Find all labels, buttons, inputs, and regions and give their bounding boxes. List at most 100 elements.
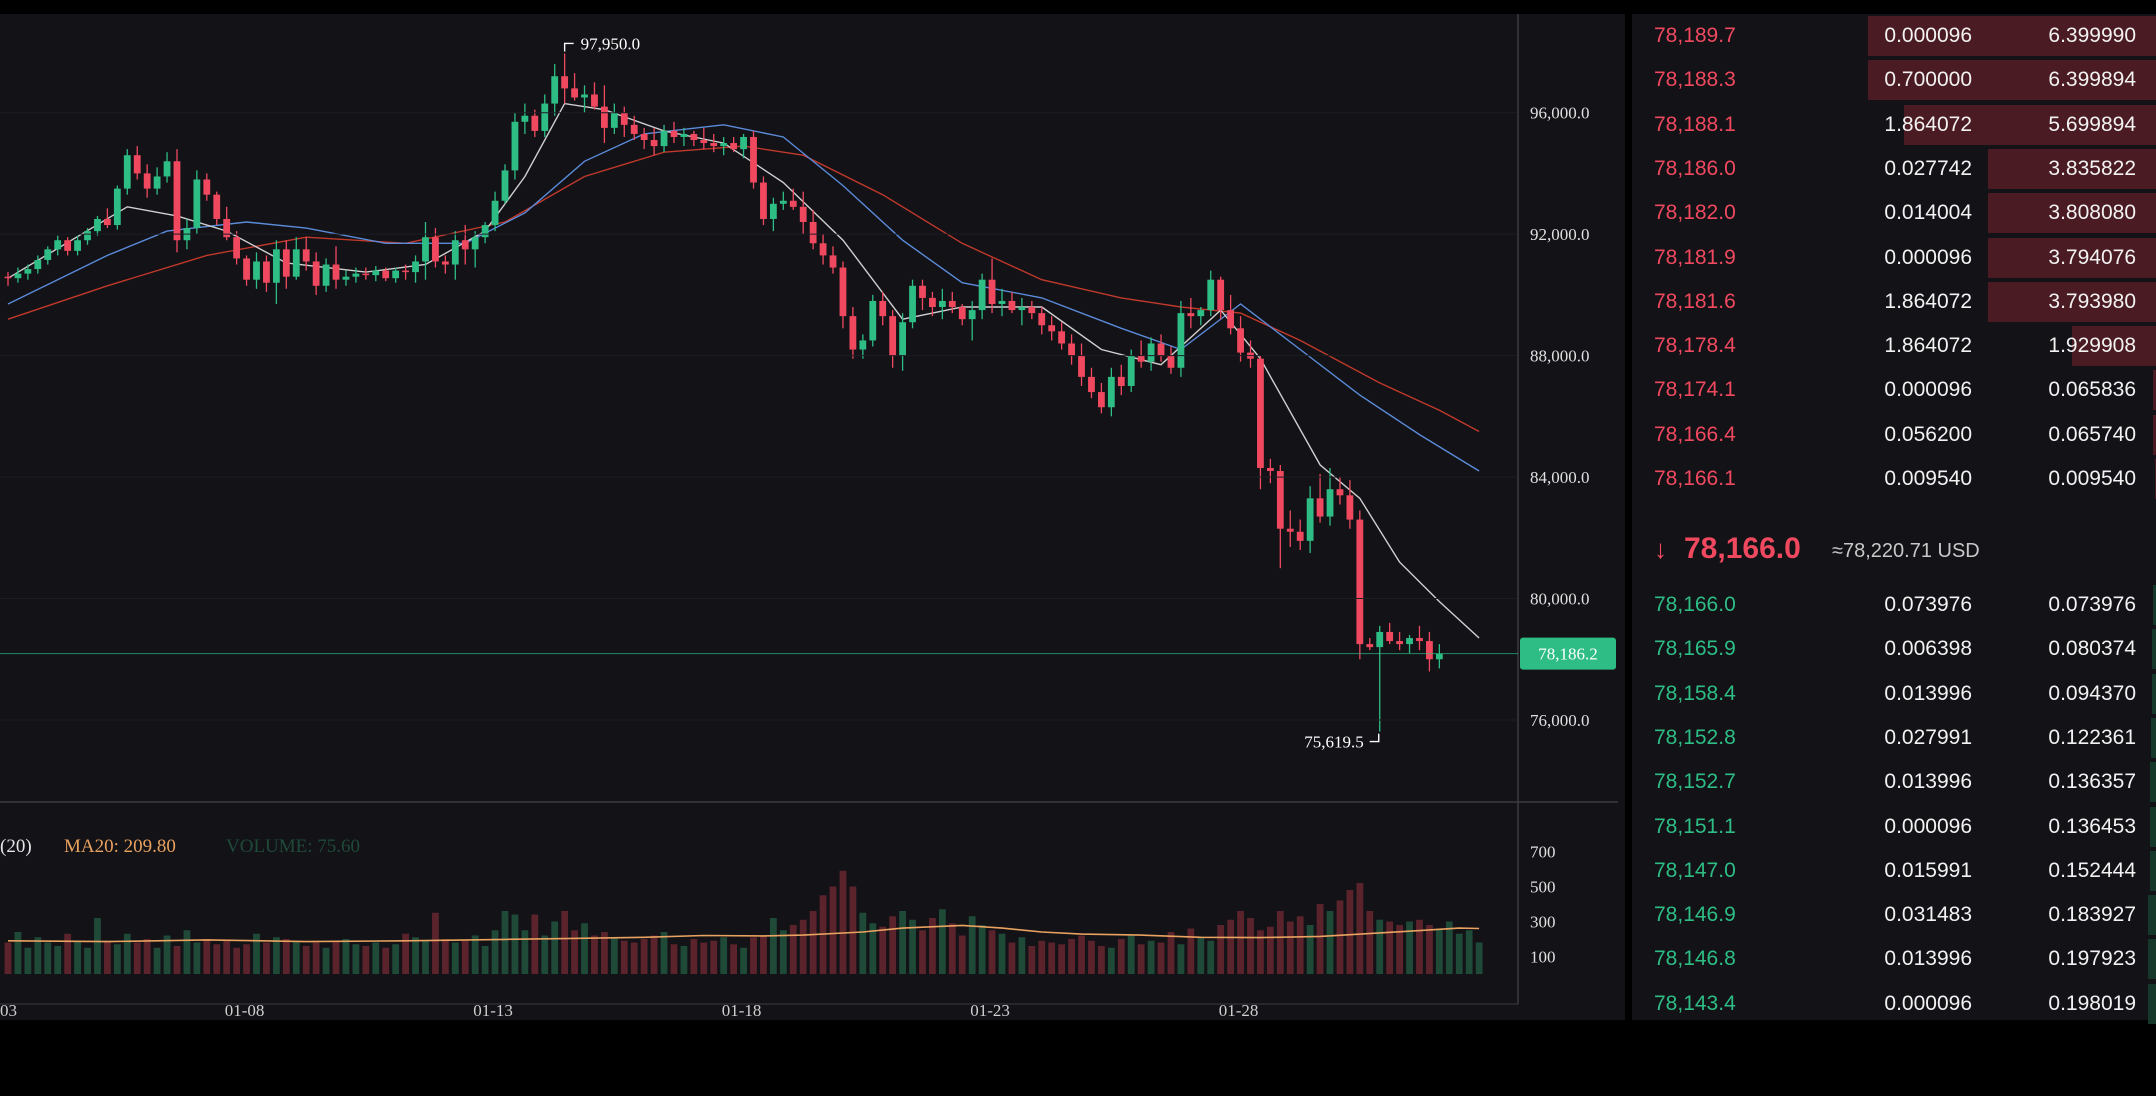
candle-body	[402, 270, 409, 273]
chart-panel[interactable]: 96,000.0 92,000.0 88,000.0 84,000.0 80,000.0…	[0, 14, 1625, 1020]
volume-bar	[511, 914, 519, 974]
volume-ma20-line	[7, 924, 1480, 943]
bid-total: 0.073976	[2048, 593, 2136, 616]
volume-bar	[899, 911, 906, 974]
volume-bar	[571, 930, 578, 974]
volume-bar	[531, 914, 539, 974]
candle-body	[342, 276, 350, 280]
candle-body	[34, 259, 42, 270]
volume-bar	[1316, 904, 1324, 974]
bid-row[interactable]: 78,143.4 0.000096 0.198019	[1632, 982, 2156, 1026]
ask-row[interactable]: 78,181.9 0.000096 3.794076	[1632, 236, 2156, 280]
volume-bar	[938, 909, 946, 974]
ask-row[interactable]: 78,166.1 0.009540 0.009540	[1632, 457, 2156, 501]
candle-body	[889, 316, 897, 356]
volume-bar	[1475, 942, 1483, 974]
candle-body	[382, 270, 390, 279]
bid-row[interactable]: 78,165.9 0.006398 0.080374	[1632, 627, 2156, 671]
ask-total: 3.808080	[2048, 201, 2136, 225]
bid-row[interactable]: 78,152.8 0.027991 0.122361	[1632, 716, 2156, 760]
volume-bar	[1127, 935, 1135, 974]
volume-bar	[1306, 925, 1314, 974]
volume-bar	[1018, 937, 1026, 974]
ask-row[interactable]: 78,174.1 0.000096 0.065836	[1632, 368, 2156, 412]
volume-bar	[1376, 919, 1384, 974]
candle-body	[998, 300, 1006, 304]
price-chart[interactable]: 96,000.0 92,000.0 88,000.0 84,000.0 80,000.0…	[0, 14, 1625, 1020]
candle-body	[531, 115, 539, 131]
ask-row[interactable]: 78,188.3 0.700000 6.399894	[1632, 58, 2156, 102]
volume-bar	[342, 939, 350, 974]
ask-amount: 0.000096	[1884, 378, 1972, 402]
volume-bar	[630, 942, 638, 974]
volume-bar	[1346, 890, 1354, 974]
candle-body	[819, 243, 827, 256]
bid-depth-bar	[2151, 673, 2156, 714]
ask-depth-bar	[1867, 16, 2156, 56]
bid-row[interactable]: 78,152.7 0.013996 0.136357	[1632, 760, 2156, 804]
ask-row[interactable]: 78,188.1 1.864072 5.699894	[1632, 103, 2156, 147]
candle-body	[869, 300, 877, 341]
volume-bar	[34, 937, 42, 974]
volume-bar	[432, 912, 439, 974]
volume-bar	[282, 939, 290, 974]
volume-bar	[919, 930, 926, 974]
last-trade-usd: ≈78,220.71 USD	[1832, 540, 1980, 562]
ask-total: 3.794076	[2048, 245, 2136, 269]
volume-legend-ma20: MA20: 209.80	[64, 836, 176, 857]
ask-total: 6.399990	[2048, 24, 2136, 47]
volume-bar	[1426, 925, 1433, 974]
bid-price: 78,152.8	[1654, 725, 1736, 749]
bid-row[interactable]: 78,146.9 0.031483 0.183927	[1632, 893, 2156, 937]
candle-body	[849, 316, 857, 350]
volume-bar	[1465, 930, 1473, 974]
candle-body	[1048, 325, 1056, 332]
candle-body	[948, 300, 956, 308]
bid-row[interactable]: 78,147.0 0.015991 0.152444	[1632, 849, 2156, 893]
volume-bar	[4, 942, 12, 974]
volume-bar	[312, 942, 320, 974]
volume-bar	[44, 942, 52, 974]
bid-row[interactable]: 78,151.1 0.000096 0.136453	[1632, 805, 2156, 849]
volume-bar	[700, 942, 708, 974]
candle-body	[1257, 358, 1264, 468]
ask-amount: 1.864072	[1884, 334, 1972, 358]
volume-bar	[581, 923, 588, 974]
volume-bar	[720, 937, 728, 974]
volume-legend-period: (20)	[0, 836, 32, 857]
last-price-tag	[1520, 637, 1616, 670]
candle-body	[591, 94, 598, 107]
ask-row[interactable]: 78,186.0 0.027742 3.835822	[1632, 147, 2156, 191]
candle-body	[461, 240, 469, 250]
candle-body	[551, 76, 559, 104]
volume-bar	[978, 925, 986, 974]
volume-bars	[4, 870, 1483, 974]
ask-row[interactable]: 78,166.4 0.056200 0.065740	[1632, 413, 2156, 457]
bid-row[interactable]: 78,158.4 0.013996 0.094370	[1632, 672, 2156, 716]
bid-price: 78,146.9	[1654, 903, 1736, 927]
ask-row[interactable]: 78,182.0 0.014004 3.808080	[1632, 191, 2156, 235]
candle-body	[1018, 307, 1026, 311]
candle-body	[451, 240, 459, 265]
bid-row[interactable]: 78,166.0 0.073976 0.073976	[1632, 583, 2156, 627]
ask-row[interactable]: 78,189.7 0.000096 6.399990	[1632, 14, 2156, 58]
bid-depth-bar	[2150, 806, 2156, 847]
candle-body	[203, 179, 211, 195]
high-marker-icon	[563, 42, 574, 52]
ask-row[interactable]: 78,181.6 1.864072 3.793980	[1632, 280, 2156, 324]
volume-bar	[541, 935, 549, 974]
volume-bar	[233, 947, 241, 974]
volume-bar	[670, 944, 678, 974]
bid-depth-bar	[2152, 585, 2156, 625]
bid-row[interactable]: 78,146.8 0.013996 0.197923	[1632, 937, 2156, 981]
volume-bar	[163, 935, 171, 974]
candle-body	[899, 322, 906, 356]
low-marker-icon	[1369, 733, 1380, 743]
ask-depth-bar	[1988, 193, 2156, 234]
bid-total: 0.197923	[2048, 947, 2136, 971]
ask-row[interactable]: 78,178.4 1.864072 1.929908	[1632, 324, 2156, 368]
candle-body	[1107, 376, 1115, 408]
volume-bar	[968, 916, 976, 974]
candle-body	[670, 130, 678, 137]
bid-depth-bar	[2147, 939, 2156, 980]
